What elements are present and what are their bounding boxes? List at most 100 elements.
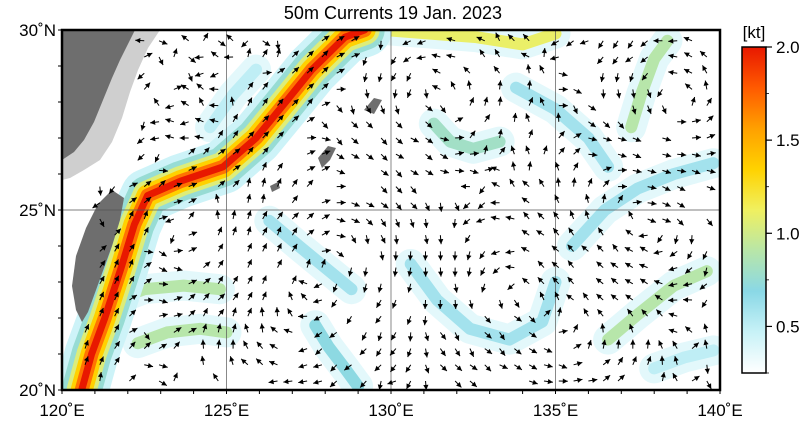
current-arrow	[639, 246, 648, 252]
current-arrow	[143, 196, 152, 204]
current-arrow	[314, 331, 323, 338]
current-arrow	[188, 247, 197, 253]
current-arrow	[567, 260, 574, 268]
current-arrow	[321, 214, 330, 220]
current-arrow	[158, 363, 168, 369]
current-arrow	[543, 309, 551, 317]
current-arrow	[610, 294, 619, 301]
current-arrow	[269, 343, 278, 350]
current-band-core	[566, 157, 720, 252]
current-arrow	[706, 380, 712, 390]
current-arrow	[416, 55, 426, 61]
current-arrow	[439, 105, 447, 114]
current-arrow	[480, 267, 486, 276]
current-arrow	[514, 315, 523, 322]
current-arrow	[484, 348, 493, 355]
current-arrow	[423, 218, 429, 228]
current-arrow	[537, 260, 545, 268]
current-arrow	[99, 307, 104, 317]
current-arrow	[437, 251, 444, 261]
current-arrow	[539, 291, 545, 301]
current-arrow	[277, 114, 284, 123]
current-arrow	[158, 215, 168, 221]
current-arrow	[230, 339, 236, 349]
current-arrow	[216, 323, 222, 333]
current-arrow	[114, 275, 120, 285]
current-arrow	[691, 118, 701, 124]
current-arrow	[669, 250, 678, 257]
current-arrow	[690, 96, 696, 106]
current-arrow	[703, 339, 709, 349]
current-arrow	[552, 227, 560, 236]
current-arrow	[407, 267, 413, 277]
current-arrow	[377, 73, 383, 83]
current-arrow	[438, 267, 444, 277]
current-arrow	[365, 218, 374, 226]
current-arrow	[329, 331, 338, 339]
current-arrow	[261, 291, 267, 301]
current-arrow	[647, 184, 657, 190]
current-arrow	[173, 182, 183, 188]
current-arrow	[617, 374, 625, 382]
current-arrow	[376, 299, 382, 308]
current-arrow	[188, 211, 195, 220]
current-arrow	[454, 117, 464, 123]
current-arrow	[543, 347, 553, 353]
current-arrow	[614, 73, 620, 83]
current-arrow	[203, 147, 210, 155]
current-arrow	[596, 261, 604, 268]
current-arrow	[144, 52, 153, 58]
current-arrow	[407, 283, 413, 293]
current-arrow	[390, 332, 397, 341]
current-arrow	[305, 258, 311, 268]
current-arrow	[410, 137, 419, 143]
current-arrow	[232, 275, 239, 285]
current-arrow	[469, 97, 475, 106]
current-arrow	[229, 96, 235, 106]
current-arrow	[232, 130, 239, 139]
current-arrow	[298, 379, 308, 385]
current-arrow	[158, 312, 168, 318]
current-arrow	[336, 35, 345, 42]
current-arrow	[599, 73, 605, 83]
current-arrow	[522, 180, 530, 187]
current-arrow	[632, 168, 642, 174]
current-arrow	[246, 177, 252, 187]
current-arrow	[520, 52, 530, 58]
current-arrow	[469, 130, 476, 139]
current-arrow	[484, 364, 492, 372]
current-arrow	[631, 356, 637, 365]
current-arrow	[143, 332, 150, 340]
current-arrow	[99, 218, 105, 228]
current-arrow	[313, 315, 323, 321]
current-arrow	[553, 211, 560, 220]
current-arrow	[231, 226, 237, 236]
current-arrow	[627, 40, 634, 49]
current-arrow	[423, 89, 429, 99]
current-arrow	[588, 121, 597, 128]
current-arrow	[291, 178, 298, 187]
current-arrow	[601, 339, 607, 349]
current-arrow	[377, 380, 383, 390]
current-arrow	[188, 147, 196, 155]
current-arrow	[351, 53, 361, 58]
current-arrow	[588, 136, 598, 142]
current-arrow	[483, 145, 489, 155]
current-arrow	[375, 348, 382, 357]
current-arrow	[173, 248, 183, 254]
current-arrow	[306, 116, 315, 123]
current-arrow	[683, 68, 693, 74]
current-arrow	[247, 307, 252, 317]
current-arrow	[188, 327, 197, 333]
current-arrow	[573, 324, 579, 333]
current-arrow	[588, 152, 598, 158]
current-arrow	[390, 72, 397, 82]
current-arrow	[180, 84, 189, 90]
current-arrow	[268, 360, 278, 366]
current-arrow	[262, 70, 272, 76]
current-arrow	[275, 48, 282, 58]
current-arrow	[188, 166, 198, 172]
current-arrow	[439, 332, 447, 340]
current-arrow	[431, 53, 441, 59]
current-arrow	[97, 186, 103, 196]
